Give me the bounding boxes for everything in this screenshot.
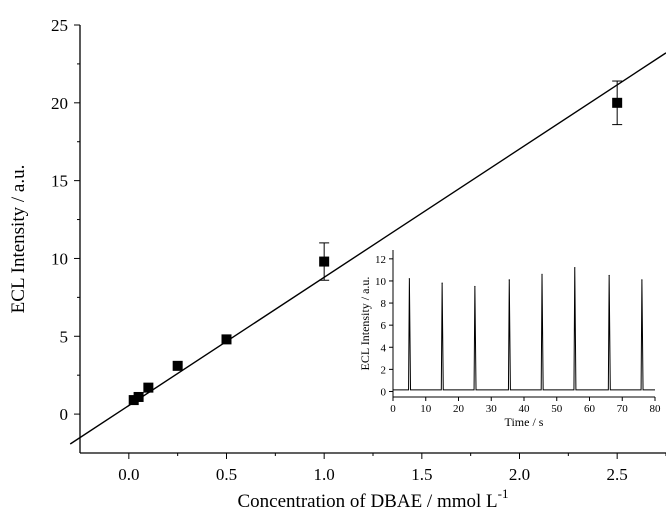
fit-line	[69, 52, 666, 445]
inset-x-axis-title: Time / s	[505, 415, 544, 429]
inset-y-tick-label: 0	[381, 386, 387, 398]
y-tick-label: 20	[51, 94, 68, 113]
inset-peak	[541, 273, 543, 275]
inset-y-axis-title: ECL Intensity / a.u.	[358, 277, 372, 371]
inset-y-tick-label: 6	[381, 320, 387, 332]
x-tick-label: 2.0	[509, 465, 530, 484]
inset-x-tick-label: 60	[584, 403, 596, 415]
x-tick-label: 1.5	[411, 465, 432, 484]
inset-peak	[408, 278, 410, 280]
inset-peak	[441, 282, 443, 284]
inset-y-tick-label: 12	[375, 254, 386, 266]
inset-background	[393, 250, 655, 397]
x-tick-label: 2.5	[607, 465, 628, 484]
inset-x-tick-label: 80	[650, 403, 662, 415]
x-axis-title-text: Concentration of DBAE / mmol L	[238, 491, 498, 512]
y-tick-label: 10	[51, 249, 68, 268]
inset-peak	[574, 267, 576, 269]
x-axis-title-superscript: -1	[498, 486, 509, 501]
inset-plot: 0 2 4 6 8 10 12 0 10 20 30 40 50 60 70 80 Time / s ECL In…	[358, 250, 661, 429]
data-point	[133, 391, 144, 402]
inset-x-tick-label: 10	[420, 403, 432, 415]
inset-trace	[393, 267, 655, 391]
inset-y-tick-label: 10	[375, 276, 387, 288]
x-tick-label: 0.0	[118, 465, 139, 484]
x-tick-label: 0.5	[216, 465, 237, 484]
inset-peak	[508, 279, 510, 281]
x-tick-label: 1.0	[314, 465, 335, 484]
y-axis-title: ECL Intensity / a.u.	[8, 165, 29, 314]
inset-peak	[641, 279, 643, 281]
data-point	[612, 97, 623, 108]
data-point	[221, 334, 232, 345]
inset-x-tick-label: 0	[390, 403, 396, 415]
inset-y-tick-label: 4	[381, 342, 387, 354]
data-point	[172, 360, 183, 371]
y-tick-label: 5	[60, 327, 69, 346]
inset-y-tick-label: 8	[381, 298, 387, 310]
inset-x-tick-label: 70	[617, 403, 629, 415]
data-point	[319, 256, 330, 267]
y-tick-label: 25	[51, 16, 68, 35]
inset-x-tick-label: 30	[486, 403, 498, 415]
y-tick-label: 15	[51, 172, 68, 191]
data-point	[143, 382, 154, 393]
y-tick-label: 0	[60, 405, 69, 424]
inset-x-tick-label: 20	[453, 403, 465, 415]
inset-x-tick-label: 40	[519, 403, 531, 415]
inset-x-tick-label: 50	[551, 403, 563, 415]
inset-y-tick-label: 2	[381, 364, 387, 376]
inset-peak	[474, 285, 476, 288]
inset-peak	[608, 274, 610, 277]
x-axis-title: Concentration of DBAE / mmol L-1	[238, 486, 509, 512]
